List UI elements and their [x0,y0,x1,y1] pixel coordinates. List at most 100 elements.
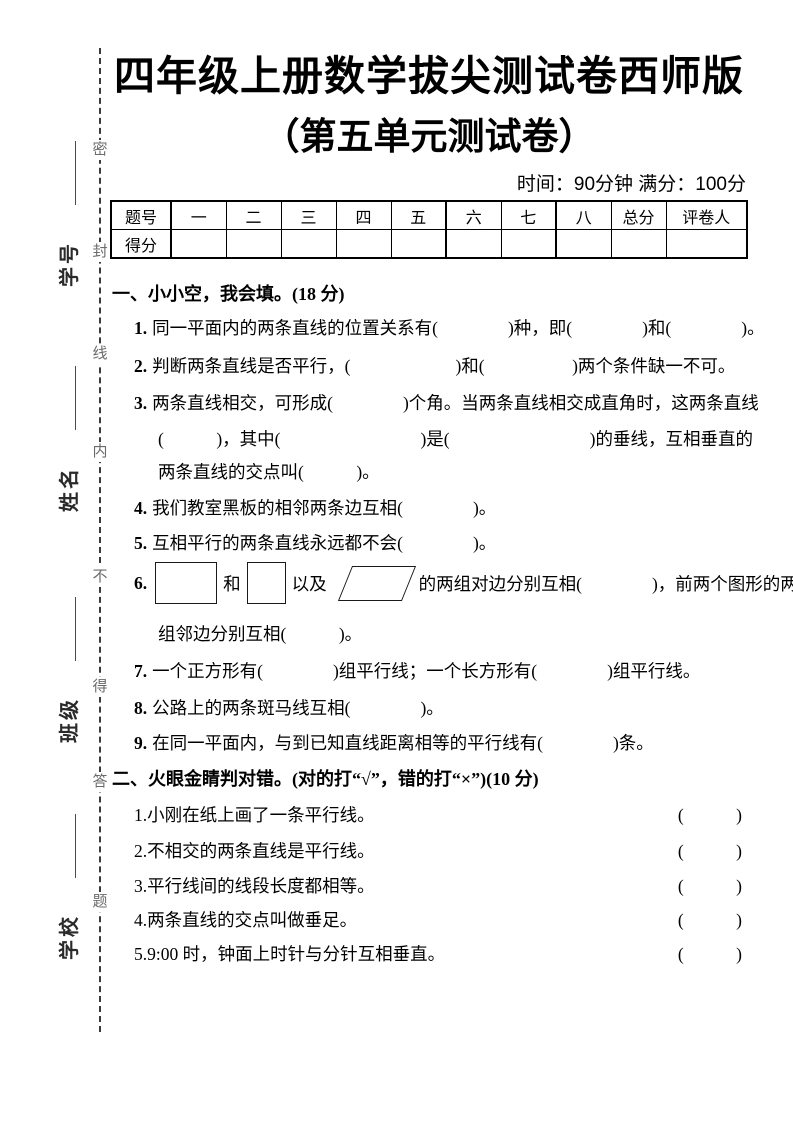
school-text: 学校 [59,914,81,960]
col-header: 评卷人 [665,200,748,230]
score-table-score-row: 得分 [110,229,748,259]
question-number: 8. [134,698,148,718]
answer-blank: ( ) [677,876,742,896]
col-header: 四 [335,200,392,230]
question-line: 3. 两条直线相交，可形成( )个角。当两条直线相交成直角时，这两条直线 [134,390,759,415]
rectangle-shape [155,562,218,604]
judge-text: 5.9:00 时，钟面上时针与分针互相垂直。 [134,941,445,966]
connector-text: 和 [223,573,241,594]
paper-title: 四年级上册数学拔尖测试卷西师版 [114,53,744,99]
paper-subtitle: （第五单元测试卷） [262,116,596,157]
question-line: 7. 一个正方形有( )组平行线；一个长方形有( )组平行线。 [134,658,700,683]
section2-heading: 二、火眼金睛判对错。(对的打“√”，错的打“×”)(10 分) [112,769,539,789]
class-write-line [74,597,76,661]
judge-item: 3.平行线间的线段长度都相等。 ( ) [134,873,742,898]
score-table-header-row: 题号 一 二 三 四 五 六 七 八 总分 评卷人 [110,200,748,230]
question-number: 2. [134,356,148,376]
question-text: 两条直线的交点叫( )。 [158,462,380,482]
score-cell [390,229,447,259]
seal-char: 封 [90,242,110,262]
student-name-label: 姓名 [53,342,81,512]
answer-blank: ( ) [677,944,742,964]
question-text: 两条直线相交，可形成( )个角。当两条直线相交成直角时，这两条直线 [152,393,759,413]
question-number: 5. [134,944,148,964]
student-id-label: 学号 [53,117,81,287]
question-line: 9. 在同一平面内，与到已知直线距离相等的平行线有( )条。 [134,730,654,755]
class-text: 班级 [59,697,81,743]
question-text: 小刚在纸上画了一条平行线。 [147,805,375,825]
question-text: 判断两条直线是否平行，( )和( )两个条件缺一不可。 [152,356,736,376]
question-line: 4. 我们教室黑板的相邻两条边互相( )。 [134,495,496,520]
seal-char: 线 [90,344,110,364]
col-header: 一 [170,200,227,230]
question-number: 1. [134,318,148,338]
col-header: 七 [500,200,557,230]
score-cell [445,229,502,259]
question-number: 4. [134,498,148,518]
question-text: 一个正方形有( )组平行线；一个长方形有( )组平行线。 [152,661,701,681]
school-label: 学校 [53,790,81,960]
col-header: 八 [555,200,612,230]
score-table: 题号 一 二 三 四 五 六 七 八 总分 评卷人 得分 [110,200,748,259]
question-number: 9. [134,733,148,753]
question-number: 5. [134,533,148,553]
time-and-score-info: 时间：90分钟 满分：100分 [516,174,746,195]
student-name-text: 姓名 [59,466,81,512]
question-line: 2. 判断两条直线是否平行，( )和( )两个条件缺一不可。 [134,353,735,378]
col-header: 六 [445,200,502,230]
score-cell [280,229,337,259]
question-line-continuation: 组邻边分别互相( )。 [158,621,362,646]
question-text: 互相平行的两条直线永远都不会( )。 [152,533,497,553]
answer-blank: ( ) [677,805,742,825]
question-line-continuation: 两条直线的交点叫( )。 [158,459,380,484]
student-name-write-line [74,366,76,430]
question-line-continuation: ( )，其中( )是( )的垂线，互相垂直的 [158,426,753,451]
parallelogram-shape [337,565,416,601]
judge-text: 2.不相交的两条直线是平行线。 [134,838,375,863]
seal-char: 得 [90,677,110,697]
question-text: 同一平面内的两条直线的位置关系有( )种，即( )和( )。 [152,318,765,338]
col-header: 题号 [110,200,172,230]
judge-item: 5.9:00 时，钟面上时针与分针互相垂直。 ( ) [134,941,742,966]
question-text: 的两组对边分别互相( )，前两个图形的两 [418,573,793,594]
question-text: 公路上的两条斑马线互相( )。 [152,698,444,718]
seal-char: 内 [90,442,110,462]
score-cell [500,229,557,259]
score-cell [335,229,392,259]
col-header: 五 [390,200,447,230]
judge-item: 1.小刚在纸上画了一条平行线。 ( ) [134,802,742,827]
score-cell [170,229,227,259]
question-text: 9:00 时，钟面上时针与分针互相垂直。 [147,944,446,964]
judge-text: 4.两条直线的交点叫做垂足。 [134,907,357,932]
question-text: 两条直线的交点叫做垂足。 [147,910,358,930]
question-text: 平行线间的线段长度都相等。 [147,876,375,896]
question-text: 我们教室黑板的相邻两条边互相( )。 [152,498,497,518]
question-text: 组邻边分别互相( )。 [158,624,363,644]
question-number: 7. [134,661,148,681]
col-header: 三 [280,200,337,230]
question-number: 3. [134,876,148,896]
seal-char: 答 [90,772,110,792]
question-text: 不相交的两条直线是平行线。 [147,841,375,861]
col-header: 二 [225,200,282,230]
question-text: ( )，其中( )是( )的垂线，互相垂直的 [158,429,753,449]
square-shape [246,562,286,604]
seal-char: 不 [90,567,110,587]
answer-blank: ( ) [677,841,742,861]
answer-blank: ( ) [677,910,742,930]
seal-char: 密 [90,140,110,160]
question-line: 1. 同一平面内的两条直线的位置关系有( )种，即( )和( )。 [134,315,765,340]
judge-item: 2.不相交的两条直线是平行线。 ( ) [134,838,742,863]
question6-shapes-line: 6. 和 以及 的两组对边分别互相( )，前两个图形的两 [134,560,793,606]
seal-char: 题 [90,892,110,912]
student-id-text: 学号 [59,241,81,287]
question-line: 8. 公路上的两条斑马线互相( )。 [134,695,444,720]
judge-text: 1.小刚在纸上画了一条平行线。 [134,802,375,827]
col-header: 总分 [610,200,667,230]
score-cell [225,229,282,259]
class-label: 班级 [53,573,81,743]
judge-text: 3.平行线间的线段长度都相等。 [134,873,375,898]
seal-fold-dashed-line [99,48,101,1032]
student-id-write-line [74,141,76,205]
